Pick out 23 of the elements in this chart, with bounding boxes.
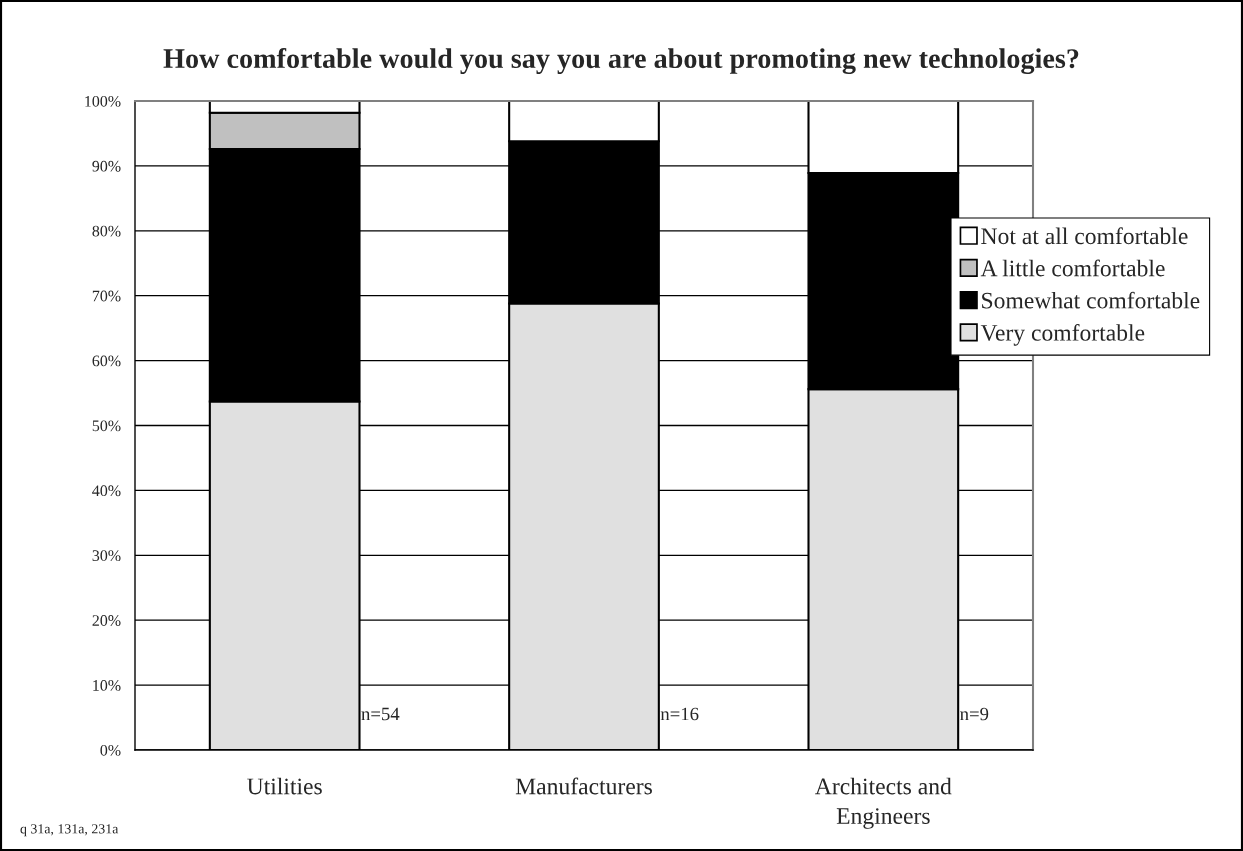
annotation: n=9 [960,707,989,721]
y-tick-label: 20% [92,615,121,626]
y-tick-label: 90% [92,160,121,172]
legend-label: Somewhat comfortable [982,291,1200,309]
y-tick-label: 60% [92,355,121,367]
text: q 31a, 131a, 231a [20,824,119,837]
y-tick-label: 80% [92,225,121,237]
x-tick-label: Utilities [247,777,322,795]
y-tick-label: 50% [92,420,121,432]
annotation: n=54 [361,707,400,721]
x-tick-label: Architects and Engineers [815,777,952,829]
legend-label: Very comfortable [980,323,1145,346]
y-tick-label: 10% [93,680,121,691]
legend-label: A little comfortable [980,259,1165,277]
y-tick-label: 30% [92,550,121,562]
chart-title: How comfortable would you say you are about promoting new technologies? [163,47,1079,75]
legend-label: Not at all comfortable [981,227,1188,245]
y-tick-label: 40% [92,485,121,497]
y-tick-label: 70% [92,290,121,302]
annotation: n=16 [660,707,699,721]
y-tick-label: 0% [100,744,121,756]
x-tick-label: Manufacturers [515,777,652,795]
y-tick-label: 100% [85,95,121,107]
